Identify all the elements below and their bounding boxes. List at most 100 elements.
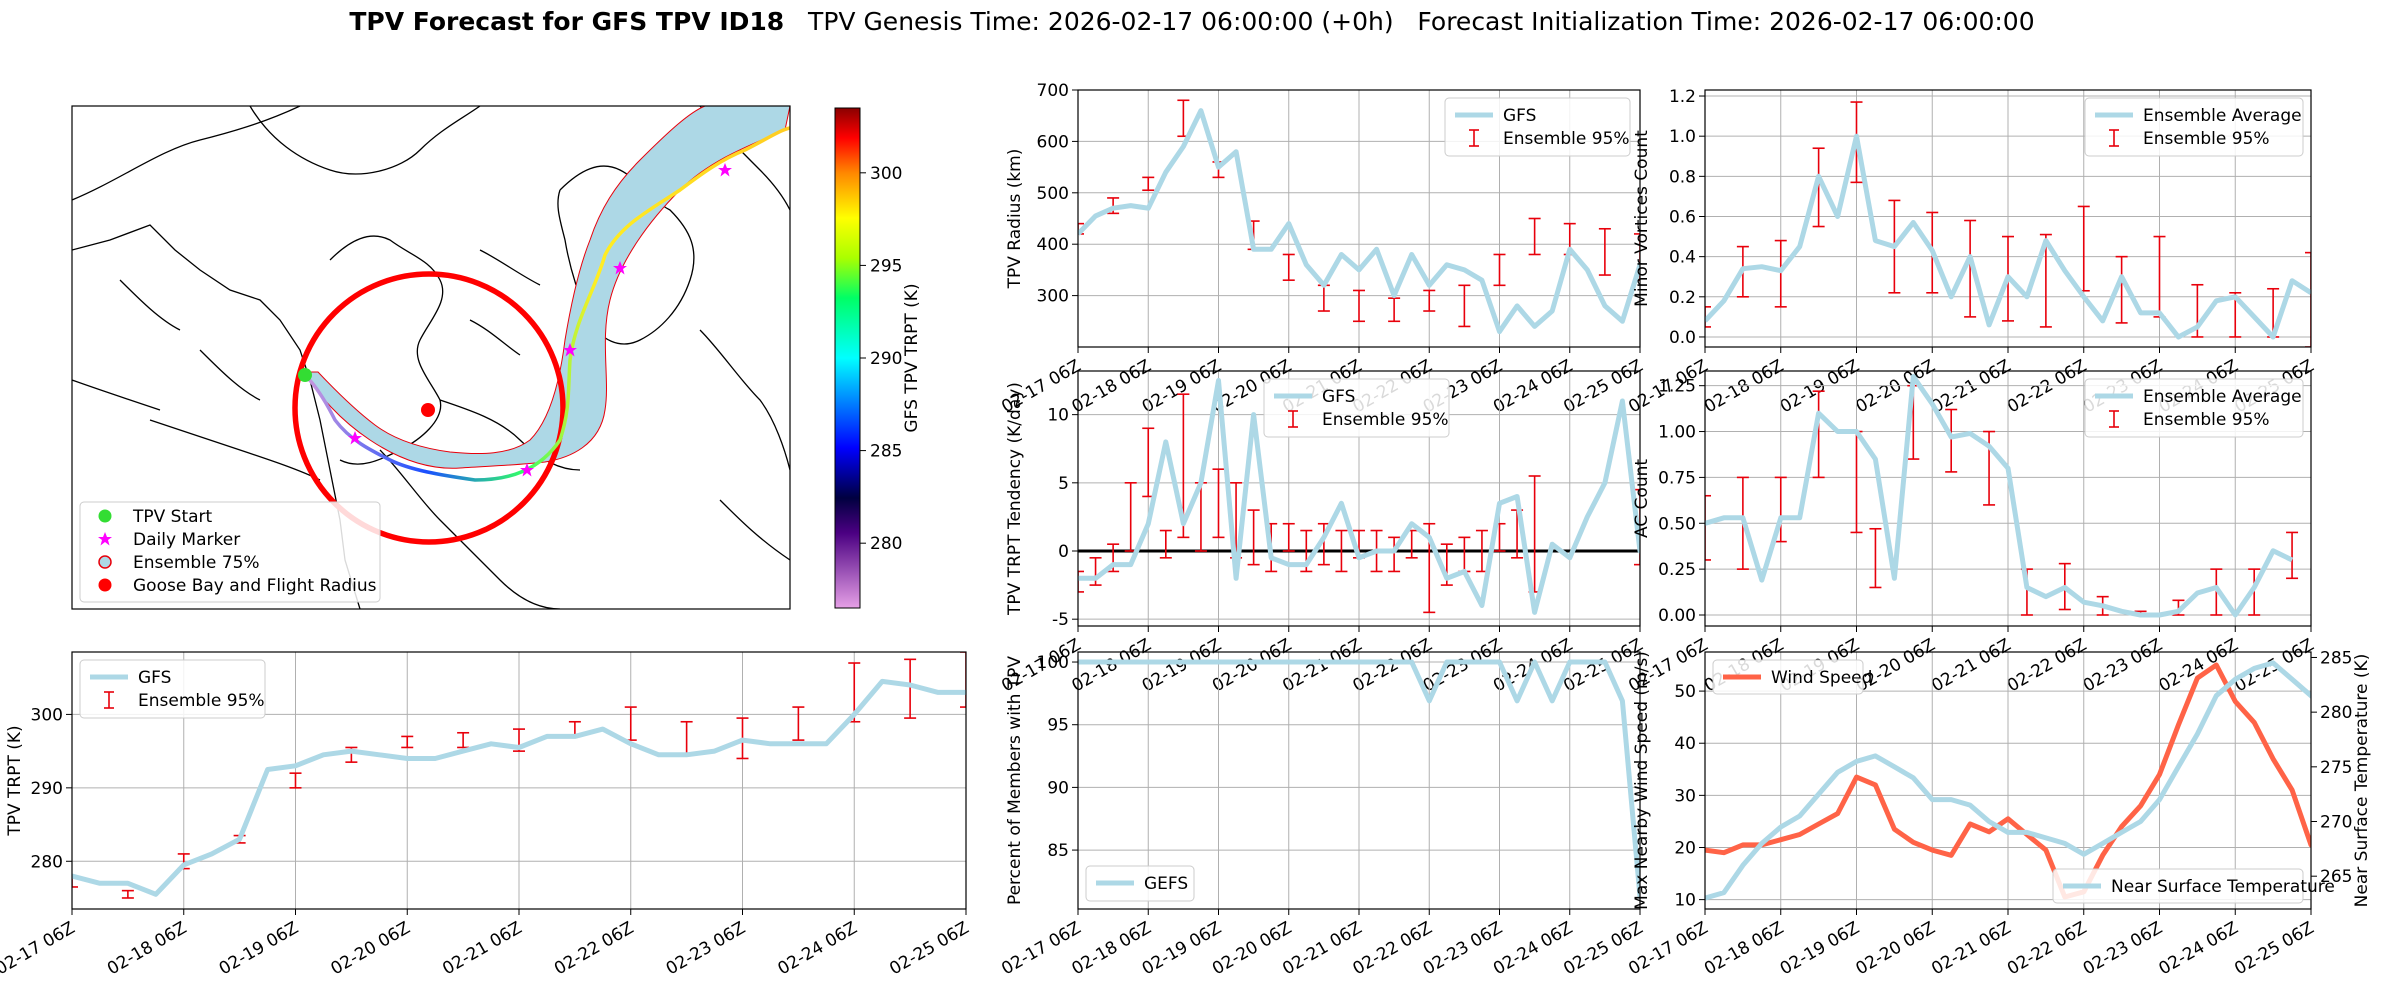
colorbar: 280 285 290 295 300 GFS TPV TRPT (K) xyxy=(834,107,922,609)
y-tick-label: 300 xyxy=(31,705,63,725)
error-bar xyxy=(289,772,302,789)
y-tick-label: 0.0 xyxy=(1669,328,1696,348)
legend: Wind Speed xyxy=(1712,659,1872,695)
legend-label: Near Surface Temperature xyxy=(2111,877,2335,897)
colorbar-tick-label: 290 xyxy=(870,349,902,369)
error-bar xyxy=(1247,509,1260,566)
x-tick-label: 02-20 06Z xyxy=(327,918,413,979)
legend-label: Ensemble 95% xyxy=(138,691,265,711)
error-bar xyxy=(1078,570,1084,593)
error-bar xyxy=(1388,536,1401,573)
y-tick-label: 0 xyxy=(1058,542,1069,562)
legend-label: Ensemble 95% xyxy=(2143,129,2270,149)
y-axis-label: AC Count xyxy=(1632,459,1652,538)
legend-tpv-start-icon xyxy=(98,509,112,523)
y-axis-label: Max Nearby Wind Speed (m/s) xyxy=(1632,651,1652,910)
colorbar-gradient xyxy=(834,107,861,609)
y-tick-label: 95 xyxy=(1047,716,1069,736)
error-bar xyxy=(2115,255,2128,324)
legend-label: GFS xyxy=(1503,106,1536,126)
legend-tpv-start: TPV Start xyxy=(132,507,213,527)
x-tick-label: 02-21 06Z xyxy=(1928,635,2014,696)
legend-label: GFS xyxy=(1322,387,1355,407)
legend-errorbar-icon xyxy=(1288,410,1298,428)
error-bar xyxy=(1528,217,1541,256)
y-tick-label: 700 xyxy=(1037,81,1069,101)
plot-area xyxy=(1705,374,2299,618)
x-tick-label: 02-18 06Z xyxy=(104,918,190,979)
y-tick-label: 1.0 xyxy=(1669,127,1696,147)
y2-tick-label: 285 xyxy=(2320,648,2352,668)
error-bar xyxy=(1124,482,1137,552)
y2-tick-label: 280 xyxy=(2320,703,2352,723)
x-tick-label: 02-21 06Z xyxy=(1279,918,1365,979)
flight-radius-ring xyxy=(292,271,566,545)
x-tick-label: 02-25 06Z xyxy=(886,918,972,979)
legend-errorbar-icon xyxy=(104,691,114,709)
legend-goose-bay-icon xyxy=(98,578,112,592)
x-tick-label: 02-24 06Z xyxy=(2155,918,2241,979)
error-bar xyxy=(1774,476,1787,543)
y-tick-label: 0.50 xyxy=(1658,514,1696,534)
y-tick-label: 290 xyxy=(31,779,63,799)
legend-errorbar-icon xyxy=(2109,129,2119,147)
error-bar xyxy=(2210,568,2223,616)
legend-label: Wind Speed xyxy=(1771,668,1872,688)
x-tick-label: 02-17 06Z xyxy=(998,918,1084,979)
x-tick-label: 02-20 06Z xyxy=(1209,635,1295,696)
legend-label: Ensemble Average xyxy=(2143,106,2302,126)
legend: Ensemble Average Ensemble 95% xyxy=(2084,97,2304,157)
legend: Ensemble Average Ensemble 95% xyxy=(2084,378,2304,438)
error-bar xyxy=(1317,284,1330,312)
x-tick-label: 02-20 06Z xyxy=(1852,356,1938,417)
error-bar xyxy=(1317,522,1330,566)
y2-tick-label: 270 xyxy=(2320,813,2352,833)
daily-marker xyxy=(613,261,627,275)
series-line xyxy=(1705,374,2294,618)
error-bar xyxy=(1634,488,1640,566)
error-bar xyxy=(792,706,805,741)
error-bar xyxy=(1705,306,1711,328)
error-bar xyxy=(2039,233,2052,328)
x-tick-label: 02-23 06Z xyxy=(663,918,749,979)
colorbar-label: GFS TPV TRPT (K) xyxy=(902,283,922,432)
legend-label: GEFS xyxy=(1144,874,1188,894)
error-bar xyxy=(1282,522,1295,552)
daily-marker xyxy=(563,343,577,357)
y-tick-label: 280 xyxy=(31,852,63,872)
error-bar xyxy=(1945,408,1958,473)
colorbar-ticks: 280 285 290 295 300 xyxy=(860,164,902,554)
error-bar xyxy=(1598,227,1611,276)
x-tick-label: 02-23 06Z xyxy=(2080,635,2166,696)
error-bar xyxy=(1869,527,1882,589)
plot-area xyxy=(1078,99,1640,335)
colorbar-tick-label: 295 xyxy=(870,256,902,276)
error-bar xyxy=(2248,568,2261,616)
y-tick-label: 30 xyxy=(1674,786,1696,806)
error-bar xyxy=(904,658,917,719)
error-bar xyxy=(1388,297,1401,323)
x-tick-label: 02-25 06Z xyxy=(2231,918,2317,979)
legend-label: Ensemble Average xyxy=(2143,387,2302,407)
error-bar xyxy=(2286,531,2299,580)
error-bar xyxy=(1458,284,1471,328)
y-tick-label: 400 xyxy=(1037,235,1069,255)
x-tick-label: 02-22 06Z xyxy=(1349,918,1435,979)
series-line xyxy=(1078,659,1640,899)
tpv-track xyxy=(303,126,790,482)
error-bar xyxy=(401,735,414,749)
y-tick-label: 20 xyxy=(1674,838,1696,858)
error-bar xyxy=(1812,147,1825,228)
x-tick-label: 02-19 06Z xyxy=(1777,356,1863,417)
y-axis-label: TPV TRPT (K) xyxy=(5,725,25,836)
error-bar xyxy=(1493,253,1506,287)
y-tick-label: 300 xyxy=(1037,287,1069,307)
x-tick-label: 02-23 06Z xyxy=(2080,918,2166,979)
y2-tick-label: 265 xyxy=(2320,867,2352,887)
trpt-chart: 02-17 06Z 02-18 06Z 02-19 06Z 02-20 06Z 02-2… xyxy=(0,651,973,979)
x-tick-label: 02-18 06Z xyxy=(1068,635,1154,696)
